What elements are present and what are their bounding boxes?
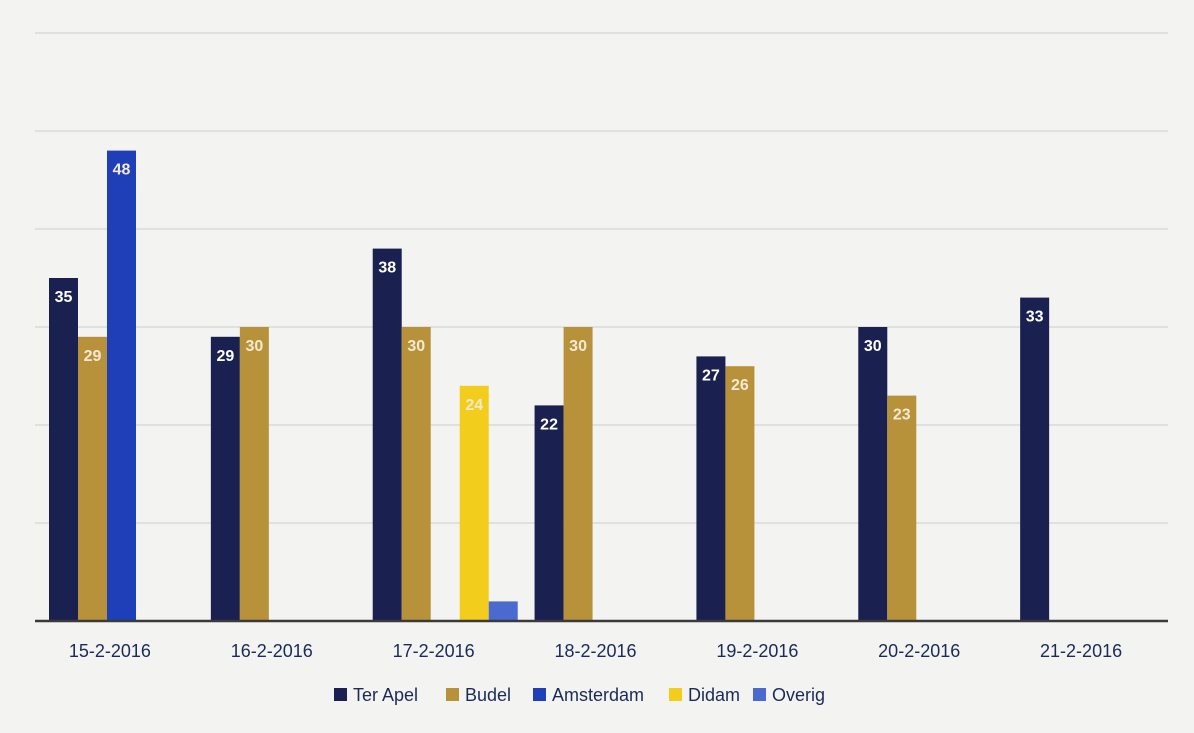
x-tick-label: 17-2-2016 xyxy=(393,641,475,661)
bar-didam-17-2-2016 xyxy=(459,385,489,621)
bar-ter-apel-19-2-2016 xyxy=(696,356,726,621)
data-labels: 35 29 48 29 30 38 30 24 22 30 27 26 30 23 33 xyxy=(55,162,1044,434)
legend-label: Didam xyxy=(688,685,740,705)
legend-label: Ter Apel xyxy=(353,685,418,705)
bar-ter-apel-20-2-2016 xyxy=(858,327,888,621)
data-label: 27 xyxy=(702,367,720,384)
x-tick-label: 15-2-2016 xyxy=(69,641,151,661)
data-label: 26 xyxy=(731,377,749,394)
legend: Ter Apel Budel Amsterdam Didam Overig xyxy=(334,685,825,705)
data-label: 29 xyxy=(216,348,234,365)
data-label: 30 xyxy=(407,338,425,355)
x-tick-label: 16-2-2016 xyxy=(231,641,313,661)
data-label: 30 xyxy=(569,338,587,355)
gridlines xyxy=(35,32,1168,524)
data-label: 38 xyxy=(378,260,396,277)
legend-swatch xyxy=(446,688,459,701)
data-label: 22 xyxy=(540,416,558,433)
legend-label: Budel xyxy=(465,685,511,705)
bar-ter-apel-15-2-2016 xyxy=(49,278,78,621)
data-label: 30 xyxy=(864,338,882,355)
legend-label: Amsterdam xyxy=(552,685,644,705)
bar-ter-apel-21-2-2016 xyxy=(1020,297,1050,621)
bar-budel-15-2-2016 xyxy=(78,336,107,621)
data-label: 35 xyxy=(55,289,73,306)
x-tick-label: 20-2-2016 xyxy=(878,641,960,661)
bars xyxy=(49,150,1050,621)
data-label: 23 xyxy=(893,407,911,424)
data-label: 33 xyxy=(1026,309,1044,326)
data-label: 29 xyxy=(84,348,102,365)
legend-label: Overig xyxy=(772,685,825,705)
legend-swatch xyxy=(753,688,766,701)
x-tick-label: 19-2-2016 xyxy=(716,641,798,661)
legend-swatch xyxy=(533,688,546,701)
bar-budel-19-2-2016 xyxy=(725,366,755,621)
bar-ter-apel-17-2-2016 xyxy=(372,248,402,621)
bar-budel-18-2-2016 xyxy=(563,327,593,621)
x-tick-labels: 15-2-2016 16-2-2016 17-2-2016 18-2-2016 19-2… xyxy=(69,641,1122,661)
legend-swatch xyxy=(334,688,347,701)
bar-amsterdam-15-2-2016 xyxy=(107,150,136,621)
data-label: 48 xyxy=(113,162,131,179)
bar-budel-20-2-2016 xyxy=(887,395,917,621)
bar-ter-apel-16-2-2016 xyxy=(210,336,240,621)
legend-swatch xyxy=(669,688,682,701)
data-label: 30 xyxy=(245,338,263,355)
bar-ter-apel-18-2-2016 xyxy=(534,405,564,621)
data-label: 24 xyxy=(465,397,483,414)
bar-budel-16-2-2016 xyxy=(239,327,269,621)
bar-budel-17-2-2016 xyxy=(401,327,431,621)
x-tick-label: 21-2-2016 xyxy=(1040,641,1122,661)
bar-overig-17-2-2016 xyxy=(488,601,518,621)
x-tick-label: 18-2-2016 xyxy=(554,641,636,661)
